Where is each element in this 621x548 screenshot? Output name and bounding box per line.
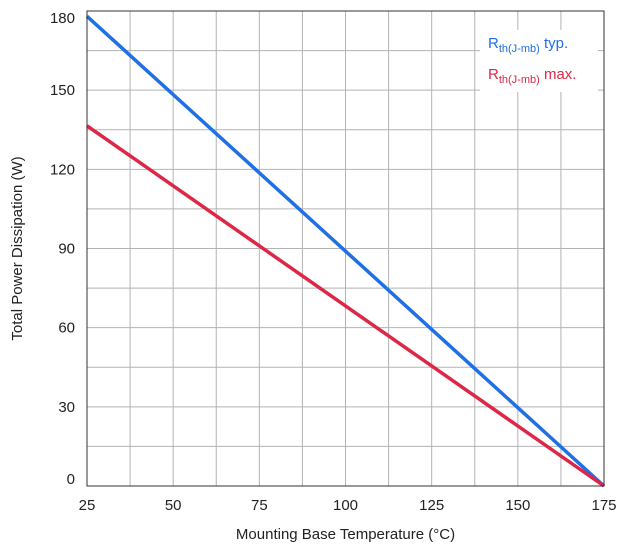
legend-background: [480, 30, 598, 92]
x-tick-labels: 25 50 75 100 125 150 175: [79, 497, 617, 514]
y-tick-label: 30: [58, 399, 75, 416]
series-line-max: [85, 124, 606, 488]
legend-entry-max-suffix: max.: [540, 66, 577, 83]
legend: Rth(J-mb) typ. Rth(J-mb) max.: [480, 30, 598, 92]
legend-entry-typ-main: R: [488, 35, 499, 52]
x-tick-label: 25: [79, 497, 96, 514]
legend-entry-typ-suffix: typ.: [540, 35, 568, 52]
y-tick-label: 0: [67, 471, 75, 488]
series-line-typ: [85, 14, 606, 488]
legend-entry-typ-sub: th(J-mb): [499, 43, 540, 55]
legend-entry-typ: Rth(J-mb) typ.: [488, 35, 568, 55]
x-axis-title: Mounting Base Temperature (°C): [236, 526, 455, 543]
x-tick-label: 75: [251, 497, 268, 514]
x-tick-label: 125: [419, 497, 444, 514]
y-tick-label: 180: [50, 10, 75, 27]
x-tick-label: 175: [591, 497, 616, 514]
legend-entry-max-sub: th(J-mb): [499, 74, 540, 86]
series-lines: [85, 14, 606, 488]
y-tick-label: 60: [58, 320, 75, 337]
y-tick-label: 150: [50, 82, 75, 99]
y-axis-title: Total Power Dissipation (W): [9, 156, 26, 340]
x-tick-label: 100: [333, 497, 358, 514]
legend-entry-max: Rth(J-mb) max.: [488, 66, 576, 86]
plot-frame: [86, 10, 605, 487]
y-tick-label: 90: [58, 241, 75, 258]
x-tick-label: 150: [505, 497, 530, 514]
legend-entry-max-main: R: [488, 66, 499, 83]
y-tick-label: 120: [50, 161, 75, 178]
x-tick-label: 50: [165, 497, 182, 514]
y-tick-labels: 0 30 60 90 120 150 180: [50, 10, 75, 488]
